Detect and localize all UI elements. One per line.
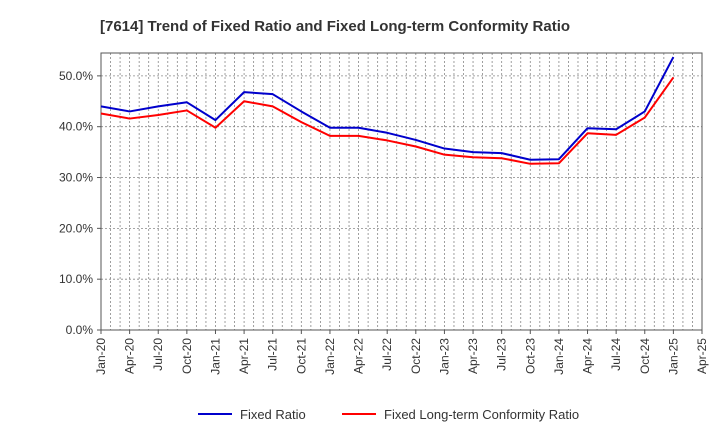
x-axis-tick-labels: Jan-20 Apr-20 Jul-20 Oct-20 Jan-21 Apr-21 Jul-…: [94, 330, 709, 375]
x-tick-label: Jul-24: [609, 338, 623, 371]
x-tick-label: Apr-25: [695, 338, 709, 374]
x-tick-label: Apr-21: [237, 338, 251, 374]
y-tick-label: 40.0%: [59, 120, 93, 134]
series-lines: [100, 56, 675, 165]
series-line-0: [100, 56, 675, 161]
legend-label-0: Fixed Ratio: [240, 407, 306, 422]
y-tick-label: 50.0%: [59, 69, 93, 83]
chart-title: [7614] Trend of Fixed Ratio and Fixed Lo…: [100, 18, 570, 35]
x-tick-label: Oct-24: [638, 338, 652, 374]
x-tick-label: Oct-22: [409, 338, 423, 374]
x-tick-label: Apr-22: [352, 338, 366, 374]
y-tick-label: 20.0%: [59, 221, 93, 235]
gridlines: [101, 53, 702, 330]
x-tick-label: Jan-23: [437, 338, 451, 375]
x-tick-label: Jul-21: [266, 338, 280, 371]
x-tick-label: Jan-22: [323, 338, 337, 375]
x-tick-label: Jan-21: [208, 338, 222, 375]
x-tick-label: Apr-23: [466, 338, 480, 374]
x-tick-label: Jan-25: [666, 338, 680, 375]
y-tick-label: 10.0%: [59, 272, 93, 286]
x-tick-label: Jan-20: [94, 338, 108, 375]
y-axis-tick-labels: 0.0% 10.0% 20.0% 30.0% 40.0% 50.0%: [59, 69, 101, 337]
x-tick-label: Oct-21: [294, 338, 308, 374]
x-tick-label: Jul-23: [495, 338, 509, 371]
legend-label-1: Fixed Long-term Conformity Ratio: [384, 407, 579, 422]
x-tick-label: Apr-24: [581, 338, 595, 374]
legend: Fixed Ratio Fixed Long-term Conformity Ra…: [198, 407, 579, 422]
y-tick-label: 30.0%: [59, 171, 93, 185]
x-tick-label: Apr-20: [123, 338, 137, 374]
x-tick-label: Jan-24: [552, 338, 566, 375]
x-tick-label: Oct-23: [523, 338, 537, 374]
x-tick-label: Jul-20: [151, 338, 165, 371]
x-tick-label: Jul-22: [380, 338, 394, 371]
plot-area: [100, 52, 703, 331]
y-tick-label: 0.0%: [66, 323, 94, 337]
x-tick-label: Oct-20: [180, 338, 194, 374]
series-line-1: [100, 76, 675, 165]
